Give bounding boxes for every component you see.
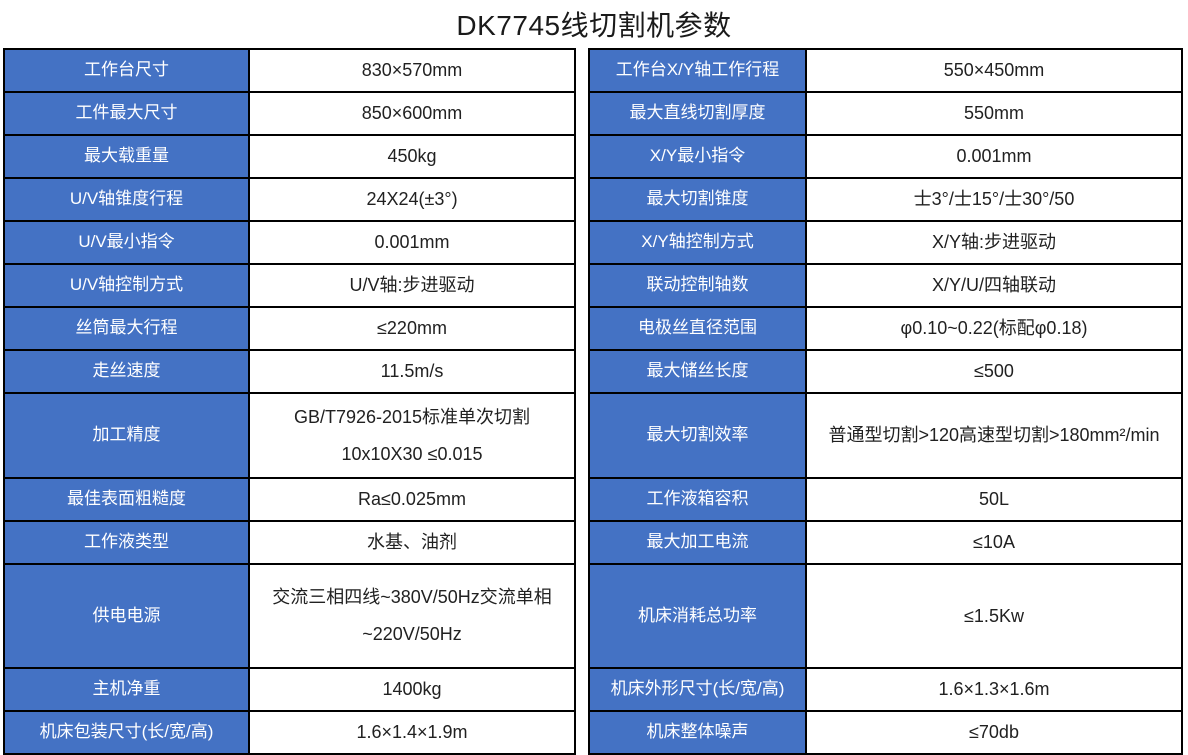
spec-value: ≤70db xyxy=(807,712,1183,755)
spec-value: ≤1.5Kw xyxy=(807,565,1183,669)
spec-value: 550×450mm xyxy=(807,50,1183,93)
spec-label: 工件最大尺寸 xyxy=(5,93,250,136)
spec-label: 最大切割效率 xyxy=(590,394,807,479)
spec-label: 加工精度 xyxy=(5,394,250,479)
spec-value: X/Y轴:步进驱动 xyxy=(807,222,1183,265)
spec-label: X/Y最小指令 xyxy=(590,136,807,179)
spec-value: 1.6×1.3×1.6m xyxy=(807,669,1183,712)
spec-label: 供电电源 xyxy=(5,565,250,669)
spec-label: U/V轴锥度行程 xyxy=(5,179,250,222)
spec-value: 1.6×1.4×1.9m xyxy=(250,712,576,755)
spec-tables: 工作台尺寸 830×570mm 工件最大尺寸 850×600mm 最大载重量 450kg U… xyxy=(3,48,1188,755)
spec-label: 最大加工电流 xyxy=(590,522,807,565)
spec-label: 机床整体噪声 xyxy=(590,712,807,755)
spec-value: 24X24(±3°) xyxy=(250,179,576,222)
spec-label: U/V轴控制方式 xyxy=(5,265,250,308)
spec-value: U/V轴:步进驱动 xyxy=(250,265,576,308)
spec-label: X/Y轴控制方式 xyxy=(590,222,807,265)
spec-value: 0.001mm xyxy=(250,222,576,265)
spec-value: GB/T7926-2015标准单次切割 10x10X30 ≤0.015 xyxy=(250,394,576,479)
spec-label: 联动控制轴数 xyxy=(590,265,807,308)
spec-value: 0.001mm xyxy=(807,136,1183,179)
spec-value: 水基、油剂 xyxy=(250,522,576,565)
spec-label: 最大载重量 xyxy=(5,136,250,179)
spec-label: 走丝速度 xyxy=(5,351,250,394)
page-title: DK7745线切割机参数 xyxy=(456,10,732,41)
spec-value: ≤500 xyxy=(807,351,1183,394)
spec-value: 11.5m/s xyxy=(250,351,576,394)
spec-value: 550mm xyxy=(807,93,1183,136)
spec-value: ≤220mm xyxy=(250,308,576,351)
spec-label: 机床外形尺寸(长/宽/高) xyxy=(590,669,807,712)
spec-value: 50L xyxy=(807,479,1183,522)
spec-table-right: 工作台X/Y轴工作行程 550×450mm 最大直线切割厚度 550mm X/Y最小指令… xyxy=(588,48,1183,755)
spec-value: φ0.10~0.22(标配φ0.18) xyxy=(807,308,1183,351)
spec-label: 机床包装尺寸(长/宽/高) xyxy=(5,712,250,755)
spec-label: U/V最小指令 xyxy=(5,222,250,265)
spec-label: 工作台X/Y轴工作行程 xyxy=(590,50,807,93)
spec-label: 工作液箱容积 xyxy=(590,479,807,522)
spec-value: 交流三相四线~380V/50Hz交流单相 ~220V/50Hz xyxy=(250,565,576,669)
spec-label: 电极丝直径范围 xyxy=(590,308,807,351)
spec-table-left: 工作台尺寸 830×570mm 工件最大尺寸 850×600mm 最大载重量 450kg U… xyxy=(3,48,576,755)
spec-label: 主机净重 xyxy=(5,669,250,712)
spec-value: 普通型切割>120高速型切割>180mm²/min xyxy=(807,394,1183,479)
spec-label: 机床消耗总功率 xyxy=(590,565,807,669)
spec-label: 工作液类型 xyxy=(5,522,250,565)
spec-label: 丝筒最大行程 xyxy=(5,308,250,351)
spec-value: 450kg xyxy=(250,136,576,179)
spec-value: 士3°/士15°/士30°/50 xyxy=(807,179,1183,222)
spec-label: 最大储丝长度 xyxy=(590,351,807,394)
spec-label: 工作台尺寸 xyxy=(5,50,250,93)
spec-value: 850×600mm xyxy=(250,93,576,136)
spec-value: X/Y/U/四轴联动 xyxy=(807,265,1183,308)
spec-value: Ra≤0.025mm xyxy=(250,479,576,522)
spec-label: 最大直线切割厚度 xyxy=(590,93,807,136)
spec-value: 1400kg xyxy=(250,669,576,712)
spec-value: 830×570mm xyxy=(250,50,576,93)
spec-label: 最佳表面粗糙度 xyxy=(5,479,250,522)
spec-value: ≤10A xyxy=(807,522,1183,565)
spec-label: 最大切割锥度 xyxy=(590,179,807,222)
